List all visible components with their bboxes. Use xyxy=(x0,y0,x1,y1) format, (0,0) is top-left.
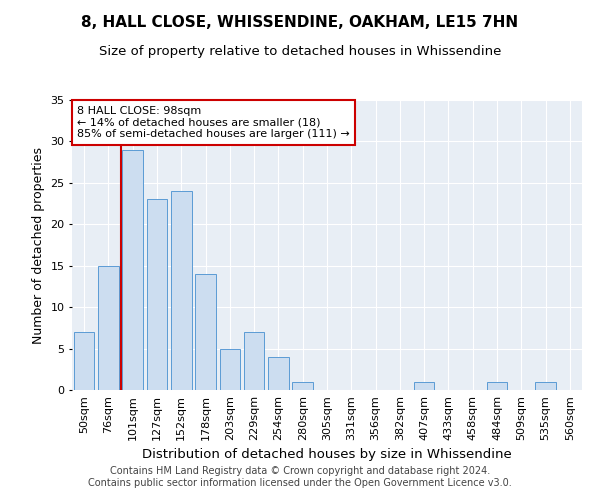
Bar xyxy=(414,382,434,390)
Bar xyxy=(74,332,94,390)
Text: Size of property relative to detached houses in Whissendine: Size of property relative to detached ho… xyxy=(99,45,501,58)
Bar xyxy=(98,266,119,390)
Bar xyxy=(122,150,143,390)
Text: Contains HM Land Registry data © Crown copyright and database right 2024.
Contai: Contains HM Land Registry data © Crown c… xyxy=(88,466,512,487)
Y-axis label: Number of detached properties: Number of detached properties xyxy=(32,146,44,344)
Bar xyxy=(292,382,313,390)
Bar xyxy=(195,274,216,390)
X-axis label: Distribution of detached houses by size in Whissendine: Distribution of detached houses by size … xyxy=(142,448,512,462)
Bar xyxy=(244,332,265,390)
Text: 8 HALL CLOSE: 98sqm
← 14% of detached houses are smaller (18)
85% of semi-detach: 8 HALL CLOSE: 98sqm ← 14% of detached ho… xyxy=(77,106,350,139)
Text: 8, HALL CLOSE, WHISSENDINE, OAKHAM, LE15 7HN: 8, HALL CLOSE, WHISSENDINE, OAKHAM, LE15… xyxy=(82,15,518,30)
Bar xyxy=(535,382,556,390)
Bar xyxy=(146,200,167,390)
Bar xyxy=(268,357,289,390)
Bar xyxy=(171,191,191,390)
Bar xyxy=(487,382,508,390)
Bar xyxy=(220,348,240,390)
